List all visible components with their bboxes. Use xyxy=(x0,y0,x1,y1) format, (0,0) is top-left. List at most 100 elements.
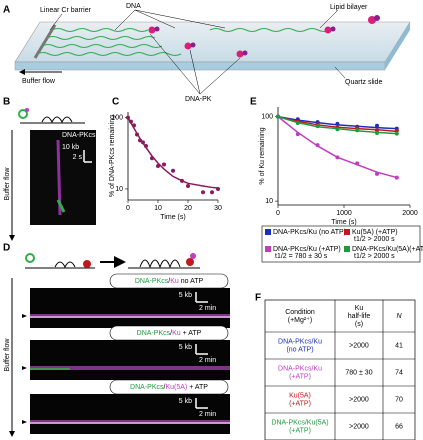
label-part: / xyxy=(170,330,172,337)
signal xyxy=(56,199,66,213)
data-point xyxy=(375,171,379,176)
kymo-label: DNA-PKcs/Ku no ATP xyxy=(135,278,204,285)
dna-strands xyxy=(36,28,331,56)
marker xyxy=(22,314,27,318)
legend-half-life: t1/2 > 2000 s xyxy=(354,236,395,243)
slide-side xyxy=(385,22,410,70)
table-cell: (+ATP) xyxy=(289,373,311,380)
table-cell: N xyxy=(396,313,402,320)
data-point xyxy=(276,114,280,119)
data-point xyxy=(355,128,360,133)
scale-label: 10 kb xyxy=(62,144,79,151)
data-point xyxy=(355,161,360,166)
x-tick-label: 0 xyxy=(126,205,130,212)
y-tick-label: 10 xyxy=(115,186,123,193)
data-point xyxy=(315,124,320,129)
y-axis-label: % of DNA-PKcs remaining xyxy=(109,115,116,197)
slide-label: Quartz slide xyxy=(345,79,382,86)
data-point xyxy=(335,127,340,132)
kymo-signal xyxy=(30,368,70,370)
legend-swatch xyxy=(344,229,350,235)
y-tick-label: 10 xyxy=(265,198,273,205)
ku-icon xyxy=(190,253,196,259)
data-point xyxy=(126,115,130,120)
marker xyxy=(22,366,27,370)
x-tick-label: 2000 xyxy=(402,210,418,217)
data-point xyxy=(162,162,166,167)
table-cell: >2000 xyxy=(349,423,369,430)
data-point xyxy=(375,131,379,136)
data-point xyxy=(129,119,133,124)
complex-icon xyxy=(25,108,29,112)
data-point xyxy=(375,123,379,128)
x-tick-label: 0 xyxy=(276,210,280,217)
data-point xyxy=(315,143,320,148)
flow-label: Buffer flow xyxy=(22,78,56,85)
x-tick-label: 20 xyxy=(184,205,192,212)
table-cell: DNA-PKcs/Ku xyxy=(278,338,322,345)
label-part: Ku xyxy=(172,330,181,337)
panel-label: F xyxy=(255,293,261,304)
scale-label: 2 s xyxy=(73,154,83,161)
scale-label: 2 min xyxy=(199,305,216,312)
legend-frame xyxy=(261,225,421,263)
label-box xyxy=(109,379,229,395)
table-cell: 41 xyxy=(395,342,403,349)
flow-label: Buffer flow xyxy=(4,167,11,201)
label-part: + ATP xyxy=(181,330,202,337)
dna-icon xyxy=(41,116,73,124)
dna-icon xyxy=(139,259,181,269)
table-cell: (+ATP) xyxy=(289,427,311,434)
y-axis-label: % of Ku remaining xyxy=(259,127,266,184)
label-part: + ATP xyxy=(187,384,208,391)
label-part: DNA-PKcs xyxy=(130,384,164,391)
bilayer-surface xyxy=(14,21,411,63)
x-axis-label: Time (s) xyxy=(160,214,185,221)
legend-half-life: t1/2 = 780 ± 30 s xyxy=(275,253,328,260)
legend-label: DNA-PKcs/Ku(5A)(+ATP) xyxy=(352,246,423,253)
data-point xyxy=(132,123,136,128)
data-point xyxy=(295,132,300,137)
bilayer-label: Lipid bilayer xyxy=(330,4,368,11)
table-cell: >2000 xyxy=(349,342,369,349)
fit-line xyxy=(127,117,219,189)
label-part: Ku xyxy=(170,278,179,285)
data-point xyxy=(156,163,160,168)
legend-label: DNA-PKcs/Ku (+ATP) xyxy=(273,246,341,253)
table-cell: Condition xyxy=(285,309,315,316)
scale-label: 5 kb xyxy=(179,398,192,405)
data-point xyxy=(171,168,175,173)
y-tick-label: 100 xyxy=(111,114,123,121)
data-point xyxy=(295,121,300,126)
legend-swatch xyxy=(344,246,350,252)
table-cell: Ku xyxy=(355,305,364,312)
complex-icon xyxy=(18,109,28,119)
data-point xyxy=(186,184,190,189)
data-point xyxy=(394,128,399,133)
dna-label: DNA xyxy=(126,3,141,10)
scale-label: 5 kb xyxy=(179,344,192,351)
label-part: / xyxy=(164,384,166,391)
quartz-slide xyxy=(14,61,386,71)
data-point xyxy=(335,155,340,160)
kymo-label: DNA-PKcs/Ku + ATP xyxy=(137,330,202,337)
label-part: / xyxy=(168,278,170,285)
label-part: DNA-PKcs xyxy=(135,278,169,285)
data-point xyxy=(201,190,205,195)
data-point xyxy=(138,138,142,143)
complex-icon xyxy=(25,253,35,263)
data-point xyxy=(216,186,220,191)
x-tick-label: 30 xyxy=(214,205,222,212)
table-cell: Ku(5A) xyxy=(289,392,311,399)
legend-label: DNA-PKcs/Ku (no ATP) xyxy=(273,229,346,236)
channel-label: DNA-PKcs xyxy=(62,132,96,139)
kymo-signal xyxy=(30,422,230,424)
scale-label: 2 min xyxy=(199,411,216,418)
table-cell: (+Mg²⁺) xyxy=(288,317,313,324)
panel-label: C xyxy=(112,97,119,108)
table-cell: 780 ± 30 xyxy=(345,369,372,376)
data-point xyxy=(180,178,184,183)
data-point xyxy=(150,156,154,161)
panel-label: B xyxy=(3,97,10,108)
